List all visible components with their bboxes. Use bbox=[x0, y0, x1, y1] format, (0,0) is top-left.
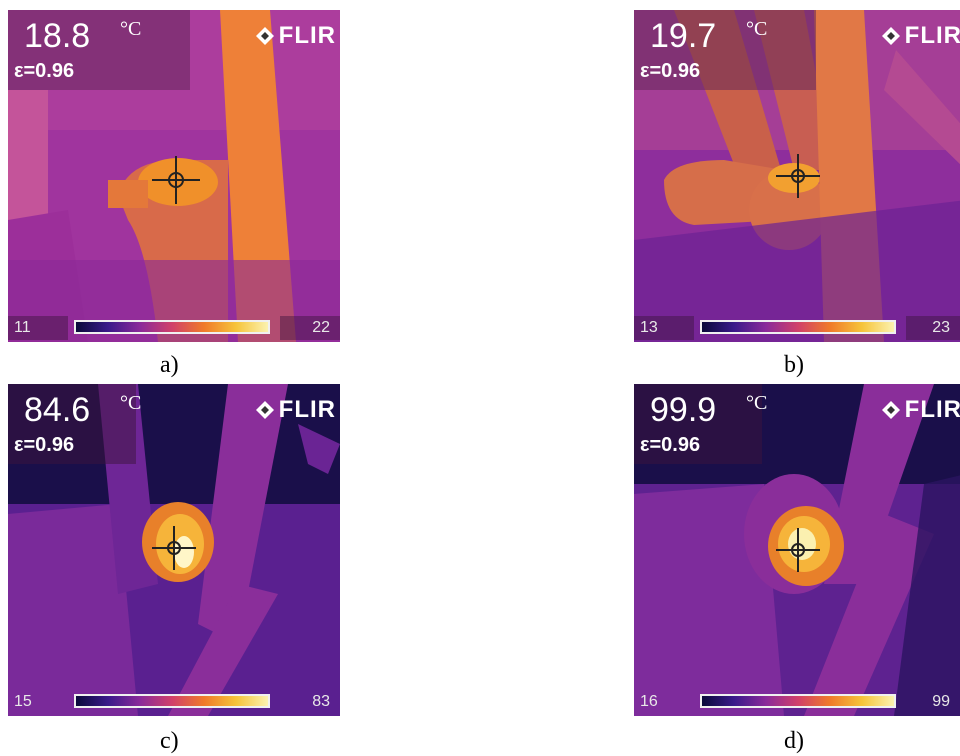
scale-max-label: 23 bbox=[906, 316, 960, 340]
scale-max-label: 83 bbox=[312, 693, 330, 710]
caption-d: d) bbox=[784, 728, 804, 754]
color-scale-bar bbox=[74, 694, 270, 708]
emissivity-value: ε=0.96 bbox=[14, 434, 75, 456]
flir-diamond-icon bbox=[881, 27, 900, 45]
flir-logo: FLIR bbox=[255, 22, 336, 50]
thermal-image-d: 99.9 °C ε=0.96 FLIR 16 99 bbox=[634, 384, 960, 716]
caption-b: b) bbox=[784, 352, 804, 378]
temperature-readout: 84.6 °C ε=0.96 bbox=[8, 384, 141, 464]
temperature-value: 18.8 bbox=[24, 17, 91, 55]
flir-logo-text: FLIR bbox=[278, 396, 336, 423]
temperature-readout: 19.7 °C ε=0.96 bbox=[634, 10, 816, 90]
scale-max-label: 22 bbox=[280, 316, 340, 340]
temperature-scale: 13 23 bbox=[634, 312, 960, 342]
temperature-readout: 18.8 °C ε=0.96 bbox=[8, 10, 190, 90]
flir-diamond-icon bbox=[255, 401, 274, 419]
crosshair-icon bbox=[152, 156, 200, 204]
color-scale-bar bbox=[700, 694, 896, 708]
thermal-scene-c bbox=[8, 384, 340, 716]
flir-logo: FLIR bbox=[255, 396, 336, 424]
temperature-readout: 99.9 °C ε=0.96 bbox=[634, 384, 767, 464]
scale-min-label: 13 bbox=[634, 316, 694, 340]
color-scale-bar bbox=[700, 320, 896, 334]
flir-diamond-icon bbox=[255, 27, 274, 45]
temperature-scale: 15 83 bbox=[8, 686, 340, 716]
flir-logo: FLIR bbox=[881, 22, 960, 50]
temperature-value: 84.6 bbox=[24, 391, 91, 429]
temperature-value: 99.9 bbox=[650, 391, 717, 429]
color-scale-bar bbox=[74, 320, 270, 334]
temperature-unit: °C bbox=[746, 18, 768, 40]
caption-c: c) bbox=[160, 728, 179, 754]
thermal-image-b: 19.7 °C ε=0.96 FLIR 13 23 bbox=[634, 10, 960, 342]
scale-max-label: 99 bbox=[932, 693, 950, 710]
thermal-image-c: 84.6 °C ε=0.96 FLIR 15 83 bbox=[8, 384, 340, 716]
flir-diamond-icon bbox=[881, 401, 900, 419]
crosshair-icon bbox=[776, 154, 820, 198]
temperature-scale: 11 22 bbox=[8, 312, 340, 342]
flir-logo: FLIR bbox=[881, 396, 960, 424]
temperature-unit: °C bbox=[120, 18, 142, 40]
scale-min-label: 11 bbox=[8, 316, 68, 340]
flir-logo-text: FLIR bbox=[904, 22, 960, 49]
caption-a: a) bbox=[160, 352, 179, 378]
flir-logo-text: FLIR bbox=[904, 396, 960, 423]
crosshair-icon bbox=[152, 526, 196, 570]
emissivity-value: ε=0.96 bbox=[640, 60, 701, 82]
scale-min-label: 15 bbox=[14, 693, 32, 710]
thermal-scene-d bbox=[634, 384, 960, 716]
scale-min-label: 16 bbox=[640, 693, 658, 710]
crosshair-icon bbox=[776, 528, 820, 572]
emissivity-value: ε=0.96 bbox=[640, 434, 701, 456]
temperature-unit: °C bbox=[120, 392, 142, 414]
emissivity-value: ε=0.96 bbox=[14, 60, 75, 82]
thermal-image-a: 18.8 °C ε=0.96 FLIR 11 22 bbox=[8, 10, 340, 342]
temperature-value: 19.7 bbox=[650, 17, 717, 55]
temperature-scale: 16 99 bbox=[634, 686, 960, 716]
flir-logo-text: FLIR bbox=[278, 22, 336, 49]
temperature-unit: °C bbox=[746, 392, 768, 414]
